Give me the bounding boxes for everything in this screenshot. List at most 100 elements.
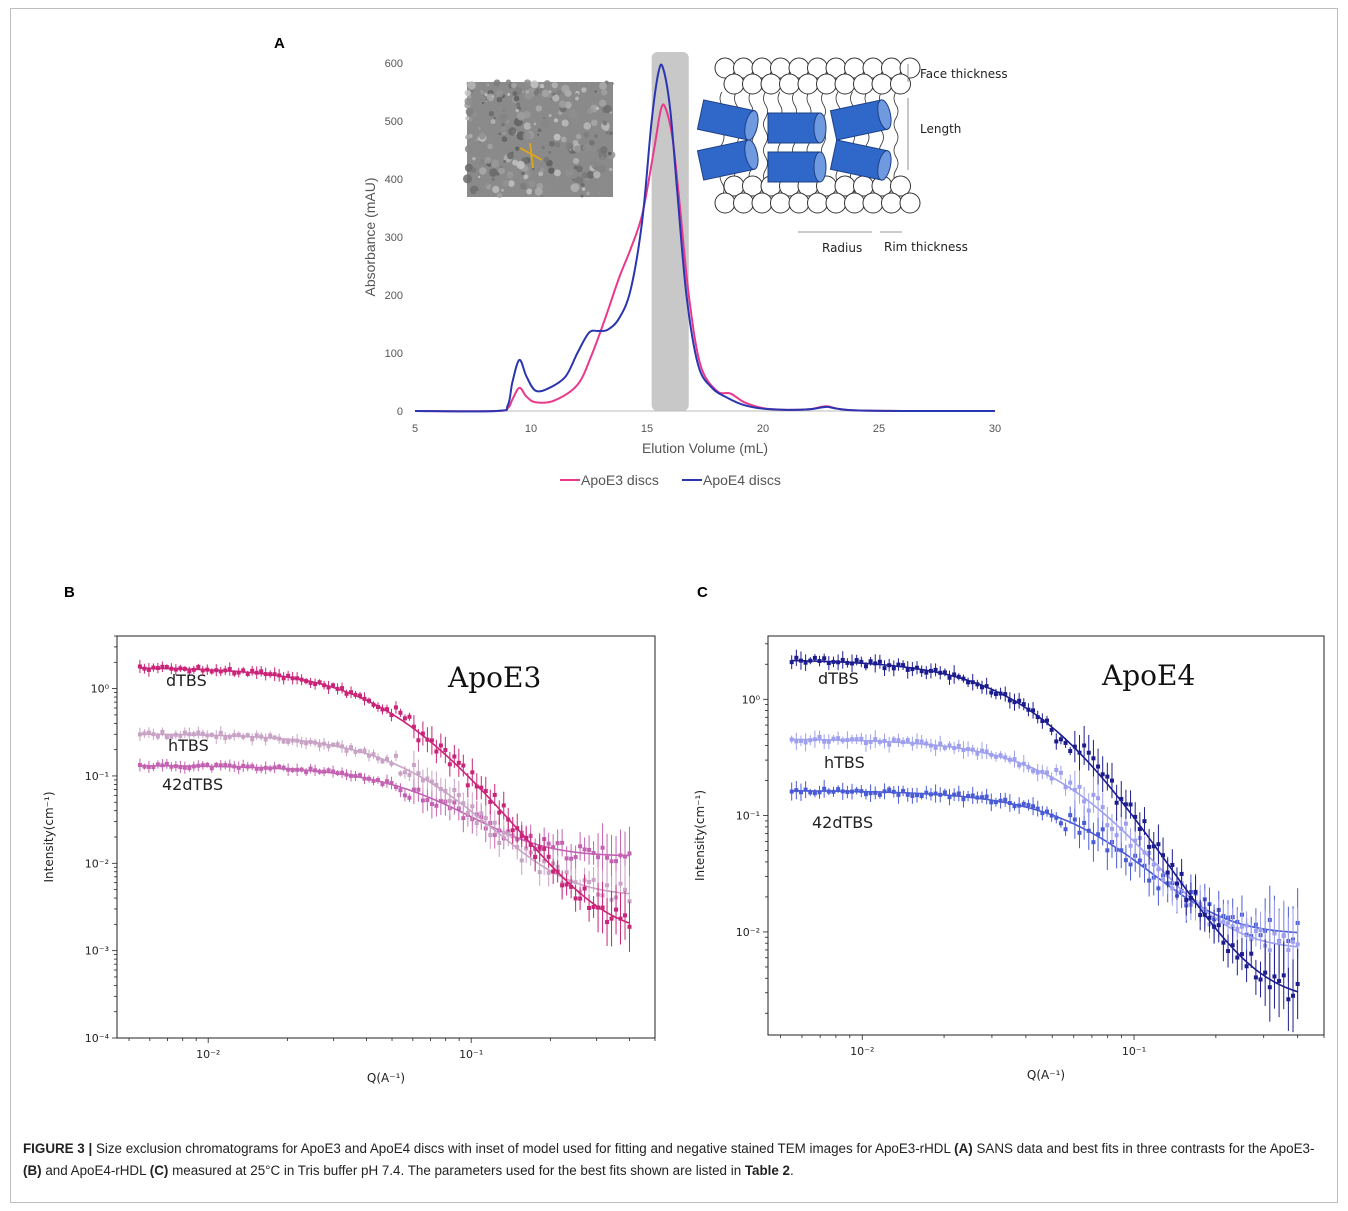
data-point-42dtbs <box>578 844 583 849</box>
data-point-dtbs <box>1058 737 1063 742</box>
series-label-42dtbs: 42dTBS <box>812 813 873 832</box>
data-point-htbs <box>519 858 524 863</box>
data-point-dtbs <box>826 661 831 666</box>
tem-grain <box>548 114 552 118</box>
data-point-dtbs <box>245 671 250 676</box>
tem-grain <box>583 132 590 138</box>
data-point-htbs <box>146 730 151 735</box>
data-point-htbs <box>924 741 929 746</box>
tem-grain <box>565 142 574 151</box>
data-point-dtbs <box>1142 819 1147 824</box>
y-tick-label: 10⁻² <box>85 857 109 870</box>
data-point-42dtbs <box>375 778 380 783</box>
data-point-htbs <box>984 749 989 754</box>
data-point-42dtbs <box>1105 848 1110 853</box>
data-point-htbs <box>1156 867 1161 872</box>
inset-label-face-thickness: Face thickness <box>920 67 1008 81</box>
data-point-dtbs <box>1114 800 1119 805</box>
data-point-dtbs <box>896 662 901 667</box>
data-point-dtbs <box>1091 756 1096 761</box>
data-point-dtbs <box>1267 985 1272 990</box>
data-point-htbs <box>492 820 497 825</box>
data-point-htbs <box>160 729 165 734</box>
data-point-htbs <box>236 732 241 737</box>
tem-grain <box>510 82 517 89</box>
tem-grain <box>539 83 545 89</box>
tem-grain <box>490 119 496 125</box>
data-point-dtbs <box>614 907 619 912</box>
data-point-htbs <box>398 771 403 776</box>
data-point-htbs <box>384 756 389 761</box>
tem-grain <box>605 181 611 187</box>
tem-grain <box>599 99 607 107</box>
fit-line-42dtbs <box>139 764 630 857</box>
tem-grain <box>582 143 591 153</box>
data-point-42dtbs <box>380 782 385 787</box>
data-point-dtbs <box>1239 952 1244 957</box>
data-point-42dtbs <box>340 770 345 775</box>
data-point-42dtbs <box>1003 797 1008 802</box>
tem-grain <box>508 127 517 136</box>
tem-grain <box>468 116 473 122</box>
data-point-dtbs <box>1031 708 1036 713</box>
figure-caption: FIGURE 3 | Size exclusion chromatograms … <box>23 1138 1323 1182</box>
data-point-dtbs <box>1244 964 1249 969</box>
data-point-htbs <box>353 749 358 754</box>
data-point-42dtbs <box>236 765 241 770</box>
tem-grain <box>603 104 612 114</box>
data-point-42dtbs <box>627 851 632 856</box>
data-point-42dtbs <box>970 793 975 798</box>
tem-grain <box>489 168 498 177</box>
series-label-dtbs: dTBS <box>166 671 207 690</box>
data-point-dtbs <box>1198 913 1203 918</box>
data-point-dtbs <box>344 691 349 696</box>
tem-grain <box>581 87 587 93</box>
data-point-42dtbs <box>187 766 192 771</box>
data-point-dtbs <box>380 707 385 712</box>
data-point-42dtbs <box>808 790 813 795</box>
tem-grain <box>484 92 488 97</box>
data-point-dtbs <box>993 692 998 697</box>
data-point-dtbs <box>331 683 336 688</box>
series-line-apoe4-discs <box>414 63 996 413</box>
data-point-htbs <box>605 883 610 888</box>
data-point-htbs <box>1105 823 1110 828</box>
data-point-htbs <box>1291 939 1296 944</box>
tem-grain <box>481 101 485 105</box>
data-point-dtbs <box>483 789 488 794</box>
tem-grain <box>581 172 588 179</box>
data-point-dtbs <box>501 803 506 808</box>
data-point-dtbs <box>1049 727 1054 732</box>
tem-grain <box>540 167 545 173</box>
data-point-42dtbs <box>1128 862 1133 867</box>
helix-end <box>813 112 827 144</box>
data-point-42dtbs <box>1123 858 1128 863</box>
data-point-dtbs <box>479 785 484 790</box>
data-point-42dtbs <box>178 765 183 770</box>
x-axis-label: Q(A⁻¹) <box>1027 1068 1065 1082</box>
tem-grain <box>488 110 495 117</box>
tem-grain <box>515 102 521 107</box>
panel-label-a: A <box>274 35 285 52</box>
lipid-head <box>890 73 911 95</box>
data-point-dtbs <box>1221 940 1226 945</box>
y-axis-label: Intensity(cm⁻¹) <box>693 790 707 881</box>
data-point-htbs <box>1035 770 1040 775</box>
apoe-helix <box>696 99 759 141</box>
data-point-htbs <box>1068 780 1073 785</box>
data-point-htbs <box>452 787 457 792</box>
data-point-42dtbs <box>281 765 286 770</box>
data-point-htbs <box>501 830 506 835</box>
data-point-htbs <box>349 745 354 750</box>
data-point-42dtbs <box>164 761 169 766</box>
tem-grain <box>536 88 539 92</box>
data-point-dtbs <box>1035 715 1040 720</box>
lipid-head <box>825 192 847 214</box>
data-point-dtbs <box>456 760 461 765</box>
data-point-42dtbs <box>877 792 882 797</box>
lipid-head <box>714 192 736 214</box>
tem-grain <box>564 101 572 109</box>
x-axis-label: Elution Volume (mL) <box>642 440 768 456</box>
y-axis-label: Intensity(cm⁻¹) <box>42 791 56 882</box>
data-point-htbs <box>850 737 855 742</box>
